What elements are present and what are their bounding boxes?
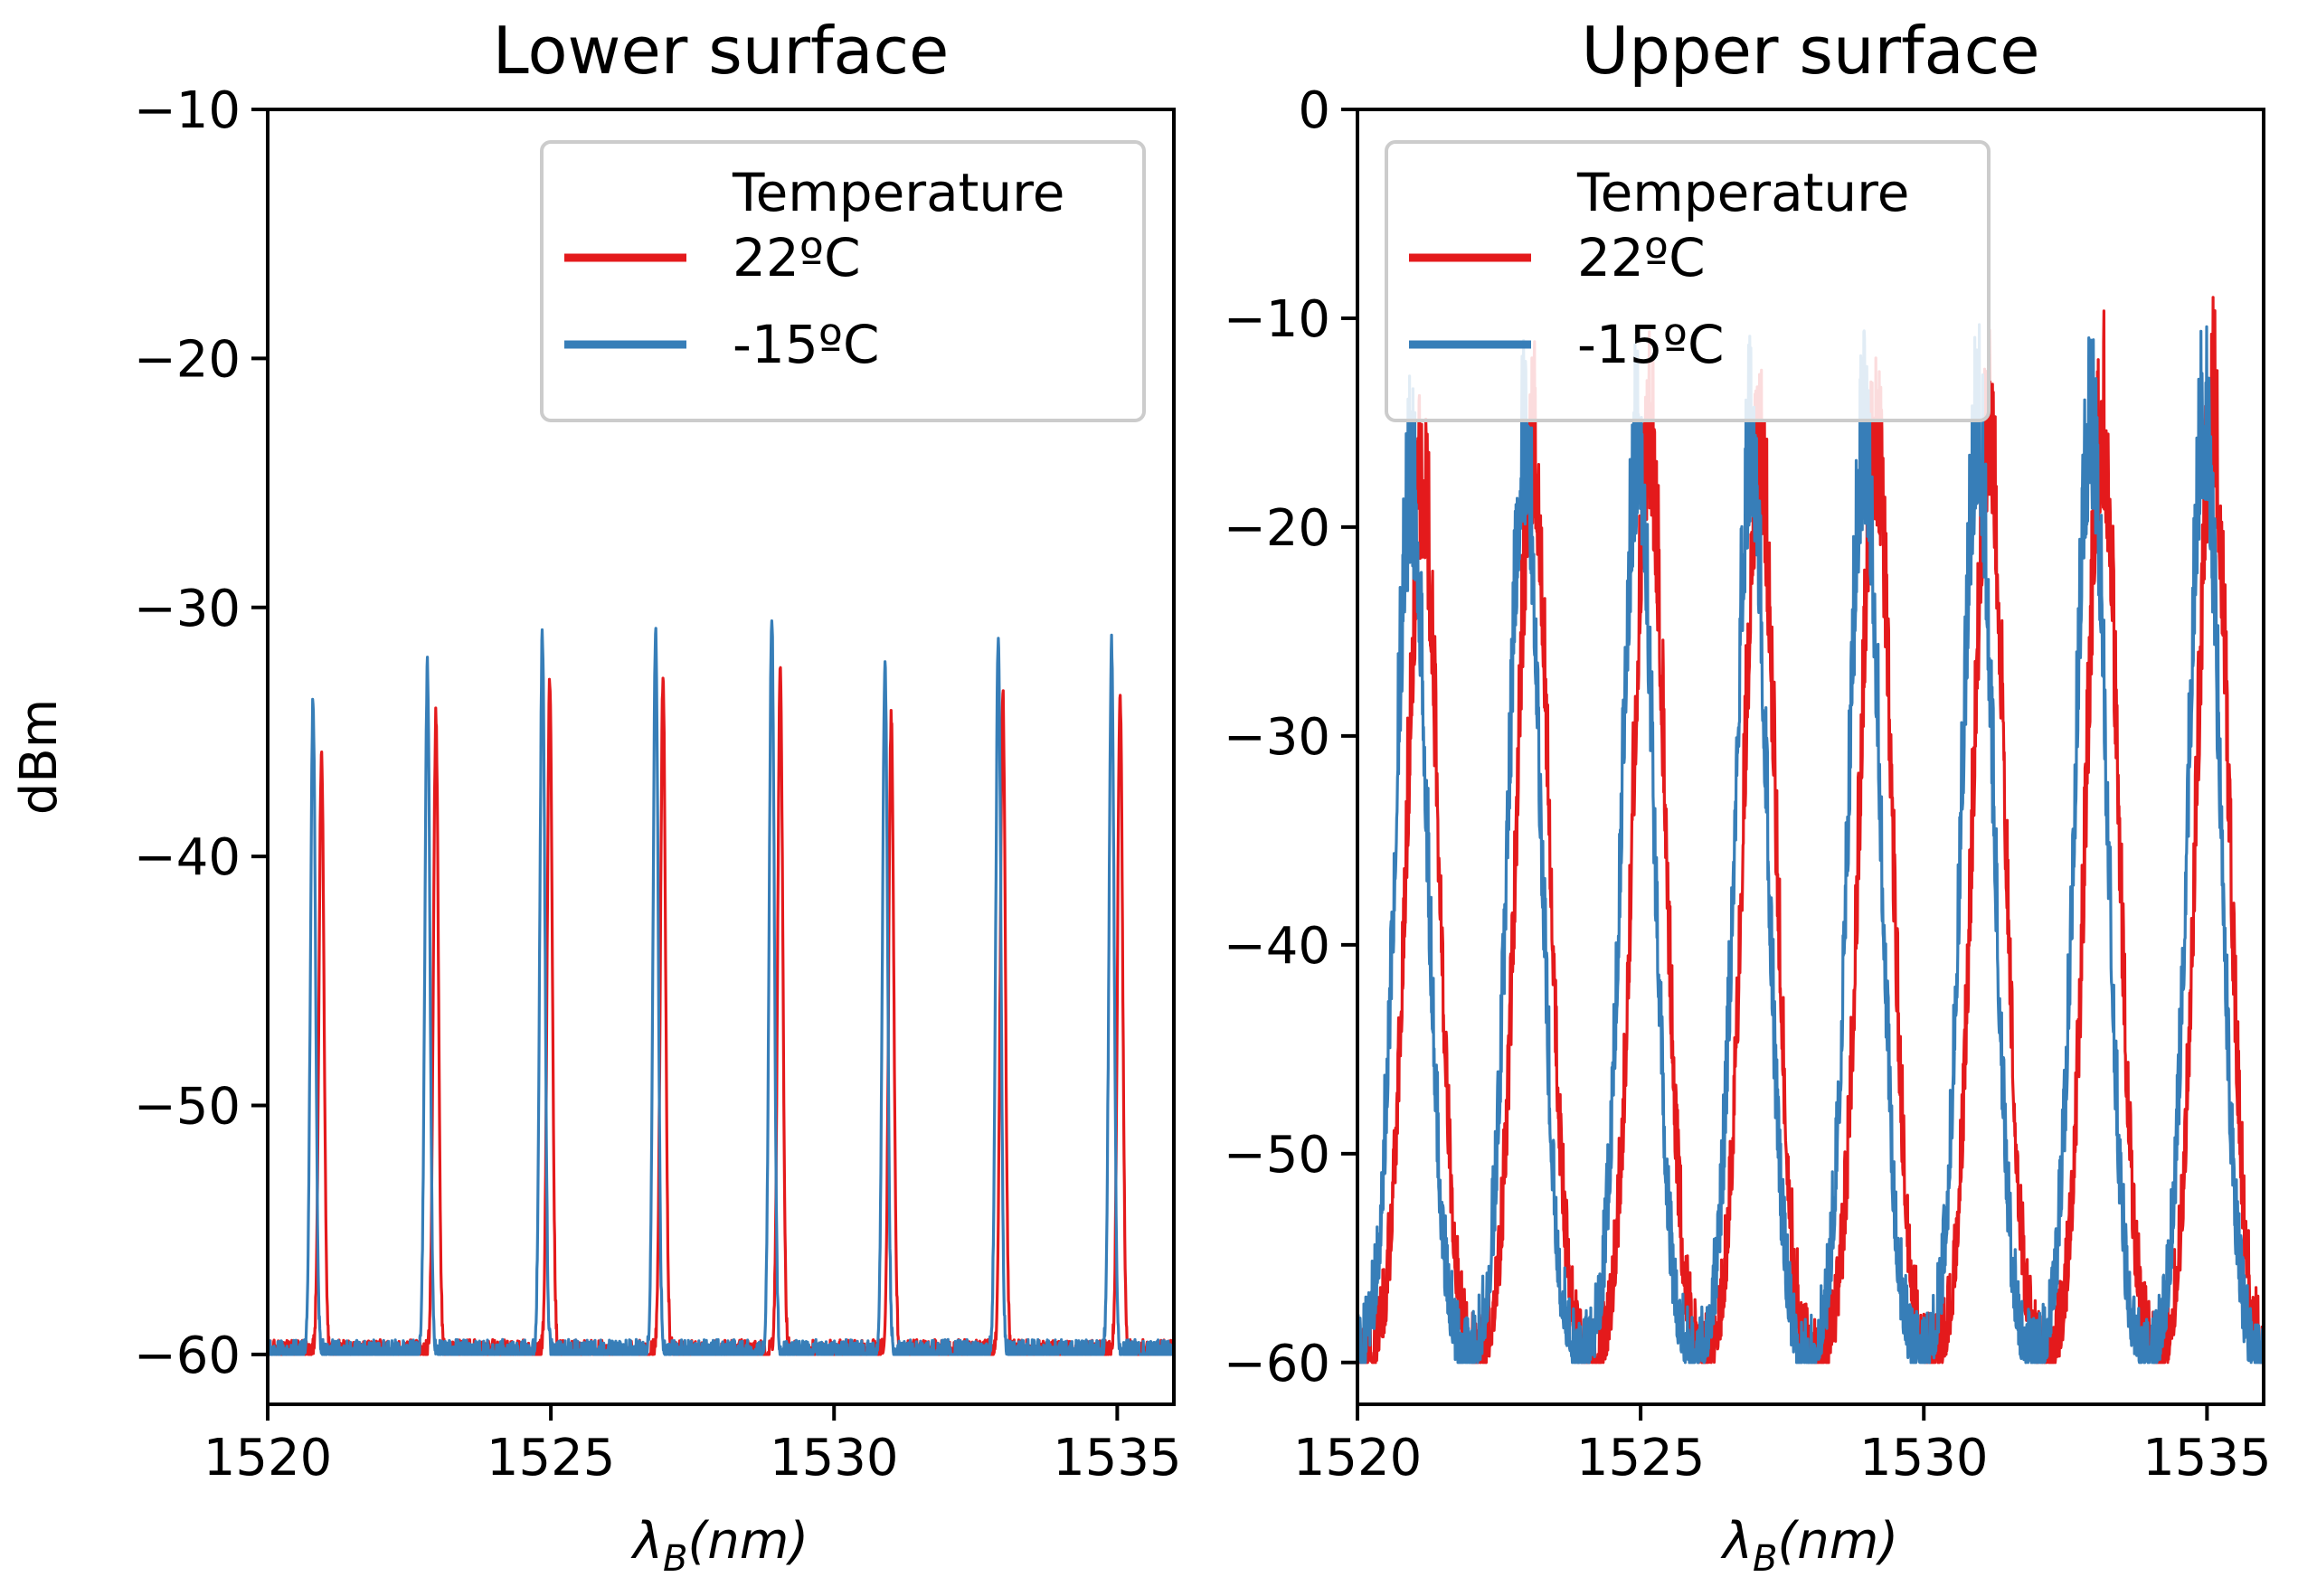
legend-box [1385,140,1991,422]
legend-title: Temperature [732,162,1064,223]
x-tick-label: 1525 [1576,1429,1706,1487]
y-tick-label: −50 [134,1078,241,1137]
chart-lower-surface: 1520 1525 1530 1535 −10 −20 −30 −40 −50 −60 Lower … [10,13,1182,1580]
axes-frame [266,108,1176,1406]
series-line-warm [268,666,1174,1356]
y-tick-label: −10 [1224,290,1330,349]
y-tick-label: −10 [134,81,241,140]
legend-label: -15ºC [1577,314,1725,375]
x-axis-label: λB(nm) [1720,1512,1898,1580]
legend-label: -15ºC [733,314,880,375]
y-tick-label: −60 [134,1327,241,1385]
x-axis-symbol: λ [1720,1512,1753,1571]
y-tick-label: −30 [1224,708,1330,767]
x-tick-label: 1535 [1053,1429,1182,1487]
y-tick-label: −20 [1224,499,1330,558]
x-tick-label: 1530 [770,1429,899,1487]
x-axis-label: λB(nm) [630,1512,809,1580]
y-tick-label: −50 [1224,1126,1330,1185]
legend-box [540,140,1146,422]
x-axis-symbol: λ [630,1512,663,1571]
x-tick-label: 1525 [487,1429,616,1487]
plot-area [268,619,1174,1356]
legend-title: Temperature [1576,162,1909,223]
x-tick-label: 1520 [1293,1429,1423,1487]
y-tick-label: −20 [134,330,241,389]
y-tick-label: −40 [134,828,241,887]
x-axis-unit: (nm) [1777,1512,1898,1571]
y-axis-label: dBm [10,699,69,816]
x-axis-subscript: B [663,1538,687,1580]
chart-title: Lower surface [493,13,950,89]
series-line-cold [268,619,1174,1356]
legend-label: 22ºC [1577,227,1706,288]
plot-area [1357,296,2264,1365]
y-tick-label: −60 [1224,1335,1330,1393]
axes-frame [1356,108,2265,1406]
x-tick-label: 1530 [1859,1429,1989,1487]
legend-label: 22ºC [733,227,861,288]
x-tick-label: 1535 [2142,1429,2272,1487]
chart-upper-surface: 1520 1525 1530 1535 0 −10 −20 −30 −40 −50 −60 Upper… [1224,13,2272,1580]
y-tick-label: −30 [134,580,241,638]
x-tick-label: 1520 [203,1429,333,1487]
series-line-cold [1357,323,2264,1365]
x-axis-subscript: B [1753,1538,1777,1580]
chart-title: Upper surface [1582,13,2040,89]
y-tick-label: −40 [1224,917,1330,976]
x-axis-unit: (nm) [687,1512,809,1571]
y-tick-label: 0 [1298,81,1330,140]
